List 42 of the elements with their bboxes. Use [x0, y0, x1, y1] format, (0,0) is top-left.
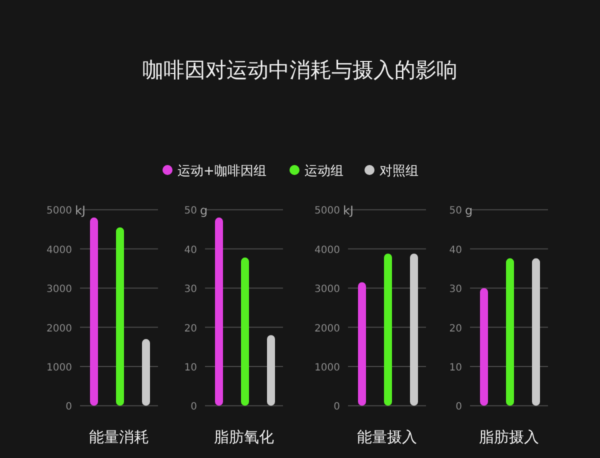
y-axis-title: g	[200, 204, 208, 218]
y-tick-label: 3000	[314, 284, 340, 296]
bar	[215, 218, 223, 406]
y-tick-label: 20	[184, 323, 197, 334]
y-tick-label: 4000	[314, 244, 340, 256]
y-tick-label: 40	[449, 244, 462, 256]
bar	[267, 335, 275, 406]
y-tick-label: 0	[190, 402, 197, 413]
y-tick-label: 1000	[314, 362, 340, 374]
y-axis-title: kJ	[75, 204, 86, 218]
bar	[241, 258, 249, 406]
y-tick-label: 0	[334, 402, 340, 413]
y-tick-label: 30	[184, 284, 197, 296]
y-tick-label: 2000	[314, 323, 340, 334]
y-tick-label: 50	[449, 206, 462, 217]
text: 咖啡因对运动中消耗与摄入的影响	[142, 58, 458, 82]
y-tick-label: 0	[66, 402, 72, 413]
y-tick-label: 5000	[314, 206, 340, 217]
y-tick-label: 30	[449, 284, 462, 296]
y-tick-label: 3000	[46, 284, 72, 296]
x-tick-label: 脂肪氧化	[214, 428, 274, 446]
bar	[90, 218, 98, 406]
y-tick-label: 10	[449, 362, 462, 374]
bar	[116, 227, 124, 406]
y-tick-label: 20	[449, 323, 462, 334]
y-axis-title: g	[465, 204, 473, 218]
x-tick-label: 脂肪摄入	[479, 428, 539, 446]
legend-label: 对照组	[380, 164, 418, 179]
x-tick-label: 能量消耗	[89, 428, 149, 446]
y-tick-label: 2000	[46, 323, 72, 334]
y-tick-label: 4000	[46, 244, 72, 256]
y-tick-label: 0	[456, 402, 462, 413]
y-tick-label: 5000	[46, 206, 72, 217]
y-tick-label: 10	[184, 362, 197, 374]
bar	[142, 339, 150, 406]
legend-label: 运动组	[304, 164, 344, 179]
x-tick-label: 能量摄入	[357, 428, 417, 446]
y-axis-title: kJ	[343, 204, 354, 218]
legend-label: 运动+咖啡因组	[178, 164, 266, 179]
y-tick-label: 50	[184, 206, 197, 217]
y-tick-label: 40	[184, 244, 197, 256]
y-tick-label: 1000	[46, 362, 72, 374]
